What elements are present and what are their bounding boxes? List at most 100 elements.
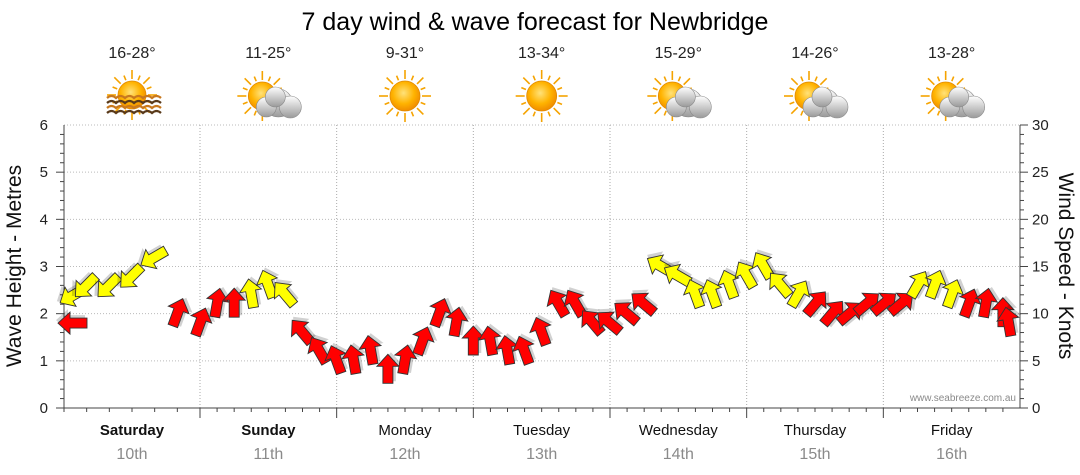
sun-ray	[927, 77, 935, 86]
sun-ray	[663, 110, 667, 116]
temperature-range: 15-29°	[655, 45, 702, 62]
wind-arrow	[512, 333, 536, 366]
sun-waves-icon	[106, 70, 162, 120]
wave-line	[106, 109, 162, 115]
sun-ray	[420, 86, 426, 91]
sun-ray	[677, 76, 682, 82]
wind-arrow	[819, 300, 847, 328]
wind-arrow	[682, 276, 707, 310]
wind-arrow-body	[852, 292, 879, 318]
wind-arrow-body	[445, 306, 469, 338]
cloud-puff	[825, 95, 849, 119]
date-label: 15th	[799, 446, 830, 463]
cloud-puff	[689, 95, 712, 119]
wind-arrow-body	[682, 279, 706, 310]
sun-ray	[553, 107, 561, 115]
cloud-puff	[948, 86, 969, 108]
left-tick-label: 5	[40, 164, 48, 181]
temperature-range: 13-34°	[518, 45, 565, 62]
wind-arrow	[412, 326, 438, 357]
right-tick-label: 25	[1032, 164, 1049, 181]
wind-arrow	[205, 286, 232, 319]
wind-arrow	[117, 262, 146, 288]
left-tick-label: 4	[40, 211, 48, 228]
sun-ray	[420, 101, 426, 106]
sun-ray	[416, 77, 424, 85]
wind-arrow	[786, 280, 814, 310]
sun-ray	[253, 76, 257, 82]
wind-arrow	[852, 292, 882, 318]
sun-cloud-icon	[920, 71, 985, 121]
wind-arrow	[94, 271, 123, 298]
sun-ray	[253, 110, 257, 116]
wind-arrow	[324, 342, 348, 376]
wind-arrow	[291, 316, 316, 347]
wind-arrow-body	[663, 263, 693, 288]
wind-arrow-body	[614, 302, 641, 327]
sun-ray	[395, 111, 400, 117]
watermark: www.seabreeze.com.au	[909, 393, 1016, 404]
wind-arrow-body	[167, 298, 190, 329]
sun-ray	[663, 76, 667, 82]
sun-rays	[515, 70, 568, 122]
wind-arrow-body	[205, 287, 230, 319]
right-tick-label: 5	[1032, 353, 1040, 370]
sun-ray	[410, 111, 415, 117]
sun-ray	[547, 111, 551, 117]
wind-arrow-body	[238, 278, 263, 309]
wind-arrow-body	[120, 262, 146, 288]
sun-ray	[384, 101, 390, 106]
sun-ray	[522, 107, 531, 115]
sun-cloud-icon	[784, 71, 849, 121]
wind-arrow	[375, 352, 402, 384]
wind-arrow-body	[597, 311, 624, 336]
sun-ray	[819, 77, 828, 86]
wind-arrow	[137, 244, 170, 270]
wind-arrow-body	[563, 289, 588, 319]
cloud-puff	[265, 86, 286, 108]
sun-ray	[522, 77, 531, 85]
wind-arrow-body	[717, 269, 740, 300]
sun-cloud-icon	[647, 71, 712, 121]
wind-arrow	[802, 291, 830, 319]
sun-cloud-icon	[237, 71, 302, 121]
wind-arrow-body	[189, 307, 213, 338]
sun-ray	[553, 77, 561, 85]
wind-arrow-body	[512, 335, 535, 366]
cloud-puff	[962, 95, 985, 119]
wave-line	[106, 94, 162, 100]
left-axis-label: Wave Height - Metres	[3, 165, 26, 367]
sun-ray	[113, 76, 122, 85]
cloud	[802, 86, 849, 119]
sun-disc	[389, 80, 421, 112]
sun-ray	[789, 87, 795, 91]
sun-ray	[683, 77, 691, 86]
wind-arrow	[996, 304, 1022, 338]
date-label: 11th	[253, 446, 283, 463]
wind-arrow-body	[924, 269, 948, 300]
sun-ray	[532, 75, 536, 81]
wind-arrow-body	[74, 272, 101, 298]
wind-arrow	[429, 297, 455, 329]
day-label: Saturday	[100, 422, 165, 439]
wind-arrow	[886, 292, 917, 318]
day-label: Wednesday	[639, 422, 718, 439]
temperature-range: 16-28°	[108, 45, 155, 62]
sun-ray	[925, 87, 932, 91]
wind-arrow-body	[786, 280, 811, 310]
sun-ray	[654, 77, 662, 86]
sun-ray	[557, 101, 563, 106]
wind-arrow-body	[273, 282, 299, 309]
sun-ray	[956, 77, 964, 86]
wind-arrow-body	[631, 292, 659, 318]
wind-arrow-body	[57, 311, 88, 336]
sun-rays	[379, 70, 431, 122]
wind-arrow-body	[974, 287, 999, 319]
sun-ray	[386, 77, 394, 85]
sun-ray	[137, 75, 141, 81]
left-tick-label: 2	[40, 306, 48, 323]
right-tick-label: 0	[1032, 400, 1040, 417]
wind-arrow-body	[358, 334, 383, 366]
wind-arrow-body	[375, 353, 400, 384]
